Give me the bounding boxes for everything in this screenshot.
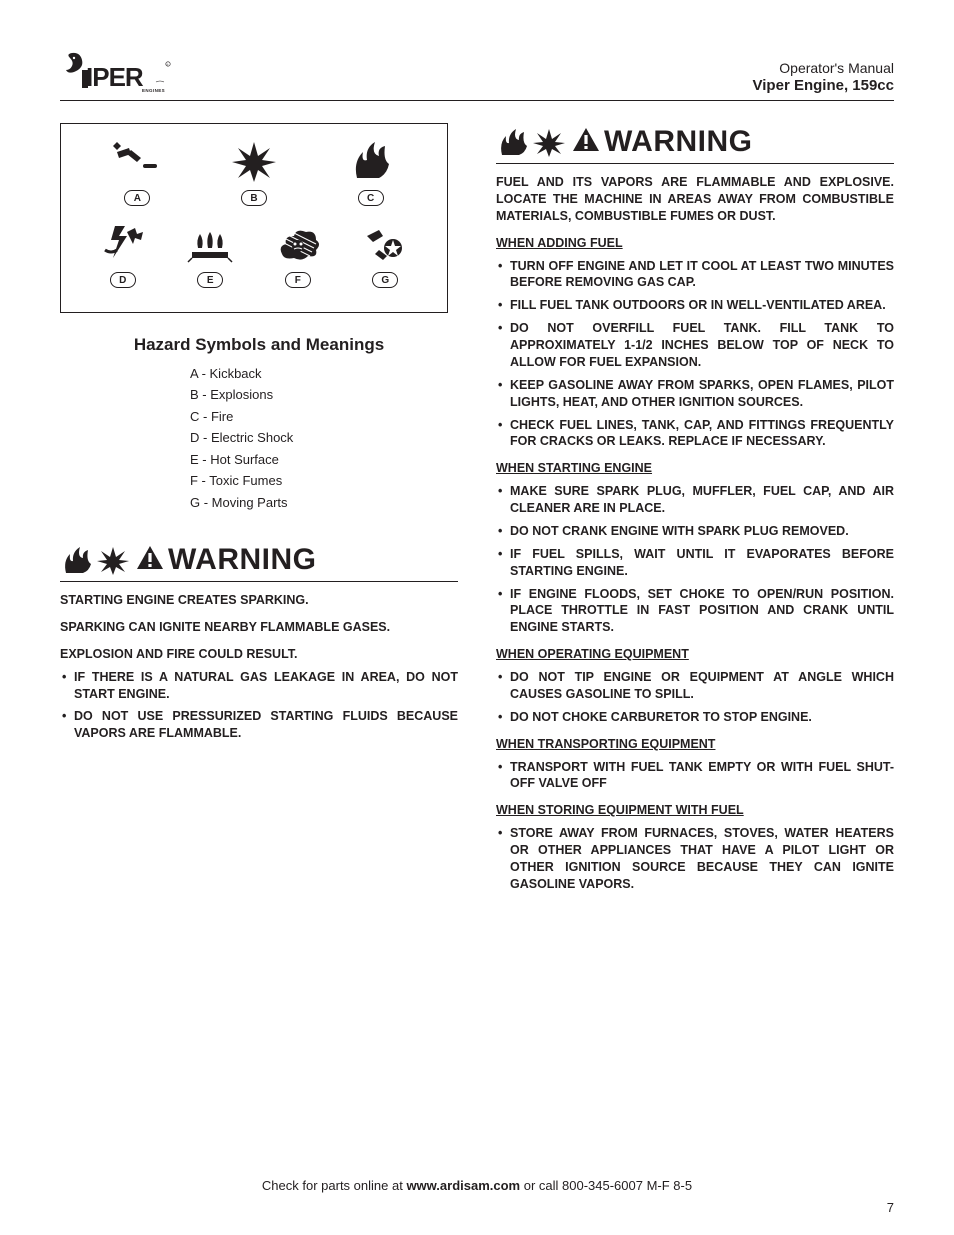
bullet-item: IF THERE IS A NATURAL GAS LEAKAGE IN ARE… <box>60 669 458 703</box>
bullet-item: TURN OFF ENGINE AND LET IT COOL AT LEAST… <box>496 258 894 292</box>
svg-text:IPER: IPER <box>86 62 144 92</box>
left-column: A B C <box>60 123 458 893</box>
explosion-icon <box>532 127 566 157</box>
footer-prefix: Check for parts online at <box>262 1178 407 1193</box>
hazard-d: D <box>97 220 149 288</box>
bullet-item: KEEP GASOLINE AWAY FROM SPARKS, OPEN FLA… <box>496 377 894 411</box>
page-number: 7 <box>887 1200 894 1215</box>
right-warning-body: FUEL AND ITS VAPORS ARE FLAMMABLE AND EX… <box>496 174 894 893</box>
hazard-legend-item: E - Hot Surface <box>190 449 458 470</box>
hazard-legend-item: F - Toxic Fumes <box>190 470 458 491</box>
kickback-icon <box>111 138 163 182</box>
hazard-letter: F <box>285 272 311 288</box>
hazard-letter: C <box>358 190 384 206</box>
warning-label: WARNING <box>136 543 317 577</box>
bullet-item: FILL FUEL TANK OUTDOORS OR IN WELL-VENTI… <box>496 297 894 314</box>
footer-suffix: or call 800-345-6007 M-F 8-5 <box>520 1178 692 1193</box>
alert-triangle-icon <box>136 545 164 576</box>
hazard-legend-item: A - Kickback <box>190 363 458 384</box>
fire-icon <box>496 127 530 157</box>
hazard-a: A <box>111 138 163 206</box>
section-heading: WHEN STORING EQUIPMENT WITH FUEL <box>496 802 894 819</box>
bullet-list: STORE AWAY FROM FURNACES, STOVES, WATER … <box>496 825 894 893</box>
hazard-letter: E <box>197 272 223 288</box>
para: EXPLOSION AND FIRE COULD RESULT. <box>60 646 458 663</box>
hazard-letter: G <box>372 272 398 288</box>
hazard-legend: A - KickbackB - ExplosionsC - FireD - El… <box>190 363 458 513</box>
hot-surface-icon <box>184 220 236 264</box>
shock-icon <box>97 220 149 264</box>
hazard-legend-item: G - Moving Parts <box>190 492 458 513</box>
explosion-icon <box>228 138 280 182</box>
hazard-symbol-box: A B C <box>60 123 448 313</box>
page-footer: Check for parts online at www.ardisam.co… <box>0 1178 954 1193</box>
warning-text: WARNING <box>168 543 317 577</box>
hazard-c: C <box>345 138 397 206</box>
warning-bar-right: WARNING <box>496 123 894 164</box>
hazard-letter: B <box>241 190 267 206</box>
bullet-item: DO NOT OVERFILL FUEL TANK. FILL TANK TO … <box>496 320 894 371</box>
hazard-e: E <box>184 220 236 288</box>
toxic-fumes-icon <box>272 220 324 264</box>
bullet-item: DO NOT CRANK ENGINE WITH SPARK PLUG REMO… <box>496 523 894 540</box>
alert-triangle-icon <box>572 127 600 158</box>
bullet-item: MAKE SURE SPARK PLUG, MUFFLER, FUEL CAP,… <box>496 483 894 517</box>
svg-text:ENGINES: ENGINES <box>142 88 165 93</box>
intro-para: FUEL AND ITS VAPORS ARE FLAMMABLE AND EX… <box>496 174 894 225</box>
viper-logo: IPER ENGINES ® <box>60 50 180 96</box>
left-warning-body: STARTING ENGINE CREATES SPARKING. SPARKI… <box>60 592 458 742</box>
bullet-list: TURN OFF ENGINE AND LET IT COOL AT LEAST… <box>496 258 894 451</box>
fire-icon <box>60 545 94 575</box>
hazard-legend-item: D - Electric Shock <box>190 427 458 448</box>
bullet-item: CHECK FUEL LINES, TANK, CAP, AND FITTING… <box>496 417 894 451</box>
product-label: Viper Engine, 159cc <box>753 77 894 96</box>
bullet-list: IF THERE IS A NATURAL GAS LEAKAGE IN ARE… <box>60 669 458 743</box>
bullet-item: DO NOT CHOKE CARBURETOR TO STOP ENGINE. <box>496 709 894 726</box>
hazard-b: B <box>228 138 280 206</box>
hazard-letter: A <box>124 190 150 206</box>
hazard-g: G <box>359 220 411 288</box>
bullet-item: IF FUEL SPILLS, WAIT UNTIL IT EVAPORATES… <box>496 546 894 580</box>
fire-icon <box>345 138 397 182</box>
bullet-list: MAKE SURE SPARK PLUG, MUFFLER, FUEL CAP,… <box>496 483 894 636</box>
hazard-letter: D <box>110 272 136 288</box>
section-heading: WHEN ADDING FUEL <box>496 235 894 252</box>
hazard-legend-item: B - Explosions <box>190 384 458 405</box>
bullet-item: TRANSPORT WITH FUEL TANK EMPTY OR WITH F… <box>496 759 894 793</box>
warning-icons <box>496 127 566 157</box>
para: SPARKING CAN IGNITE NEARBY FLAMMABLE GAS… <box>60 619 458 636</box>
header-right: Operator's Manual Viper Engine, 159cc <box>753 60 894 96</box>
footer-url: www.ardisam.com <box>406 1178 520 1193</box>
bullet-item: IF ENGINE FLOODS, SET CHOKE TO OPEN/RUN … <box>496 586 894 637</box>
hazard-legend-item: C - Fire <box>190 406 458 427</box>
hazard-f: F <box>272 220 324 288</box>
explosion-icon <box>96 545 130 575</box>
bullet-item: DO NOT TIP ENGINE OR EQUIPMENT AT ANGLE … <box>496 669 894 703</box>
warning-label: WARNING <box>572 125 753 159</box>
bullet-list: DO NOT TIP ENGINE OR EQUIPMENT AT ANGLE … <box>496 669 894 726</box>
bullet-item: STORE AWAY FROM FURNACES, STOVES, WATER … <box>496 825 894 893</box>
right-column: WARNING FUEL AND ITS VAPORS ARE FLAMMABL… <box>496 123 894 893</box>
moving-parts-icon <box>359 220 411 264</box>
bullet-item: DO NOT USE PRESSURIZED STARTING FLUIDS B… <box>60 708 458 742</box>
section-heading: WHEN TRANSPORTING EQUIPMENT <box>496 736 894 753</box>
para: STARTING ENGINE CREATES SPARKING. <box>60 592 458 609</box>
page-header: IPER ENGINES ® Operator's Manual Viper E… <box>60 50 894 101</box>
warning-icons <box>60 545 130 575</box>
warning-text: WARNING <box>604 125 753 159</box>
bullet-list: TRANSPORT WITH FUEL TANK EMPTY OR WITH F… <box>496 759 894 793</box>
section-heading: WHEN OPERATING EQUIPMENT <box>496 646 894 663</box>
section-heading: WHEN STARTING ENGINE <box>496 460 894 477</box>
manual-label: Operator's Manual <box>753 60 894 78</box>
hazard-title: Hazard Symbols and Meanings <box>60 335 458 355</box>
warning-bar-left: WARNING <box>60 541 458 582</box>
